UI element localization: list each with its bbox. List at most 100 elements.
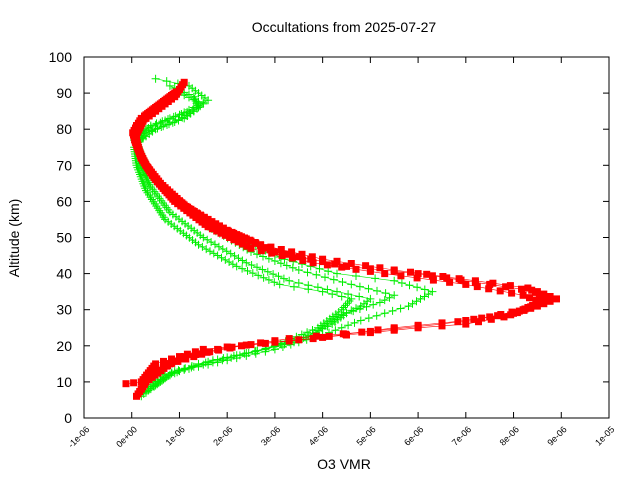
- data-point: [524, 284, 532, 292]
- data-point: [264, 275, 273, 284]
- data-point: [247, 261, 256, 269]
- data-point: [269, 270, 278, 279]
- data-point: [494, 312, 502, 320]
- y-tick-label: 60: [56, 193, 72, 209]
- data-point: [270, 257, 279, 265]
- data-point: [203, 348, 211, 356]
- data-point: [428, 287, 437, 296]
- data-point: [189, 107, 198, 116]
- data-point: [165, 120, 173, 129]
- data-point: [352, 272, 360, 280]
- data-point: [331, 326, 340, 335]
- data-point: [423, 270, 431, 278]
- series-green-plus: [130, 74, 437, 401]
- data-point: [153, 192, 162, 201]
- x-tick-label: 7e-06: [450, 424, 473, 447]
- data-point: [407, 268, 414, 276]
- data-point: [380, 309, 389, 318]
- data-point: [338, 263, 346, 271]
- data-point: [390, 276, 399, 285]
- data-point: [366, 267, 374, 275]
- data-point: [519, 291, 527, 299]
- data-point: [502, 283, 510, 291]
- data-point: [180, 78, 188, 86]
- data-point: [473, 283, 481, 291]
- data-point: [285, 276, 294, 285]
- data-point: [285, 337, 293, 345]
- y-tick-label: 10: [56, 374, 72, 390]
- data-point: [420, 285, 429, 294]
- data-point: [241, 234, 248, 242]
- data-point: [388, 306, 397, 315]
- data-point: [213, 227, 221, 235]
- data-point: [385, 293, 394, 302]
- data-point: [485, 285, 493, 293]
- data-point: [438, 319, 446, 327]
- data-point: [199, 99, 208, 108]
- x-tick-label: 3e-06: [259, 424, 282, 447]
- data-point: [471, 277, 479, 285]
- data-point: [356, 316, 365, 325]
- data-point: [366, 294, 375, 303]
- data-point: [324, 267, 333, 276]
- data-point: [238, 342, 245, 350]
- y-tick-label: 80: [56, 121, 72, 137]
- data-point: [397, 272, 405, 280]
- data-point: [253, 346, 262, 355]
- data-point: [226, 234, 234, 241]
- data-point: [164, 362, 171, 370]
- data-point: [244, 349, 253, 357]
- data-point: [151, 368, 159, 376]
- data-point: [208, 225, 216, 233]
- data-point: [185, 93, 193, 102]
- data-point: [282, 261, 291, 270]
- x-tick-label: 2e-06: [211, 424, 234, 447]
- data-point: [168, 359, 176, 367]
- data-point: [462, 317, 470, 324]
- y-tick-label: 20: [56, 338, 72, 354]
- data-point: [155, 366, 163, 374]
- data-point: [221, 255, 230, 264]
- data-point: [309, 335, 317, 343]
- data-point: [172, 357, 180, 365]
- data-point: [364, 314, 373, 323]
- y-tick-label: 100: [49, 49, 73, 65]
- data-point: [258, 265, 267, 274]
- data-point: [198, 242, 207, 251]
- x-tick-label: 1e-05: [593, 424, 616, 447]
- data-point: [374, 326, 382, 334]
- data-point: [350, 318, 359, 327]
- data-point: [443, 274, 451, 282]
- data-point: [146, 123, 155, 131]
- data-point: [333, 287, 341, 296]
- data-point: [263, 267, 272, 276]
- data-point: [455, 275, 463, 283]
- data-point: [375, 298, 384, 307]
- x-tick-label: 4e-06: [307, 424, 330, 447]
- data-point: [199, 360, 208, 369]
- data-point: [364, 284, 373, 293]
- data-point: [152, 360, 160, 368]
- data-point: [165, 114, 174, 123]
- data-point: [218, 356, 227, 365]
- data-point: [304, 285, 313, 294]
- data-point: [208, 358, 217, 367]
- data-point: [159, 364, 167, 372]
- data-point: [489, 279, 497, 287]
- data-point: [508, 289, 516, 297]
- data-point: [345, 297, 354, 305]
- data-point: [176, 86, 183, 93]
- data-point: [180, 91, 189, 100]
- data-point: [270, 278, 279, 287]
- data-point: [506, 282, 514, 290]
- data-point: [215, 346, 223, 354]
- data-point: [219, 354, 228, 363]
- data-point: [478, 314, 486, 322]
- y-tick-label: 40: [56, 266, 72, 282]
- data-point: [475, 318, 482, 326]
- data-point: [221, 231, 229, 239]
- data-point: [151, 74, 160, 83]
- data-point: [199, 345, 207, 353]
- data-point: [397, 279, 406, 287]
